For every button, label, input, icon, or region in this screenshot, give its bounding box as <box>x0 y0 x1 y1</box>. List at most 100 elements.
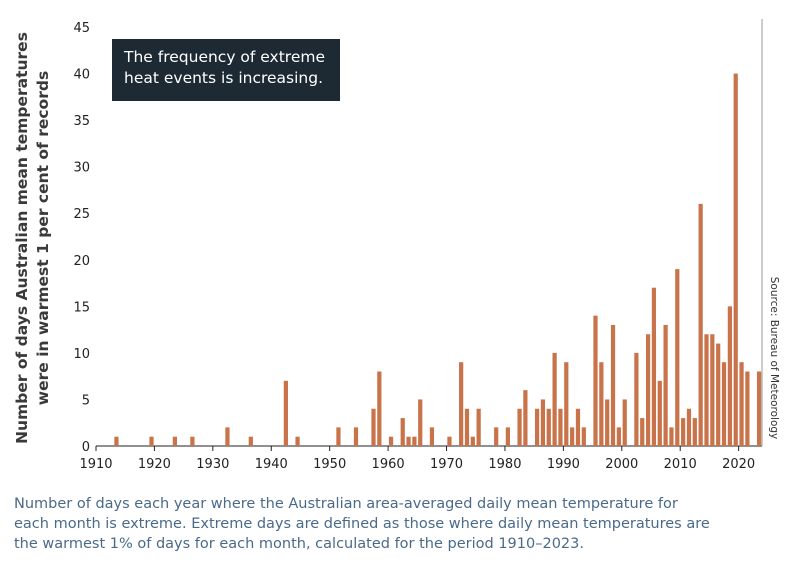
bar-1967 <box>429 427 435 446</box>
bar-1998 <box>610 324 616 446</box>
axes <box>96 19 763 447</box>
bar-2007 <box>663 324 668 446</box>
bar-2002 <box>634 352 639 446</box>
bar-1996 <box>599 362 604 446</box>
y-tick-label-35: 35 <box>73 114 90 129</box>
bar-2016 <box>716 343 721 446</box>
bar-1962 <box>400 418 405 446</box>
bar-2004 <box>645 334 651 446</box>
bar-2006 <box>657 380 662 446</box>
bar-2011 <box>686 408 692 446</box>
y-tick-label-15: 15 <box>73 300 90 315</box>
bar-2013 <box>698 203 703 446</box>
bar-1958 <box>377 371 382 446</box>
y-tick-label-5: 5 <box>82 393 90 408</box>
bar-1997 <box>605 399 610 446</box>
caption-line-1: Number of days each year where the Austr… <box>14 496 678 512</box>
bar-2018 <box>727 306 732 446</box>
bar-1942 <box>283 380 288 446</box>
bar-1963 <box>406 436 411 446</box>
y-axis-ticks: 0 5 10 15 20 25 30 35 40 45 <box>73 21 90 455</box>
bar-2019 <box>733 73 738 446</box>
y-tick-label-20: 20 <box>73 254 90 269</box>
bar-1954 <box>353 427 359 446</box>
bar-2023 <box>756 371 762 446</box>
bar-1988 <box>552 352 557 446</box>
bar-2017 <box>721 362 727 446</box>
y-tick-label-10: 10 <box>73 347 90 362</box>
callout-box: The frequency of extreme heat events is … <box>112 39 340 101</box>
x-tick-label-2000: 2000 <box>605 457 638 472</box>
bar-1932 <box>225 427 230 446</box>
bar-1964 <box>412 436 417 446</box>
bar-1989 <box>558 408 563 446</box>
bar-1986 <box>540 399 546 446</box>
y-tick-label-0: 0 <box>82 440 90 455</box>
bar-1978 <box>494 427 499 446</box>
bar-2020 <box>739 362 744 446</box>
bar-1992 <box>575 408 581 446</box>
bar-1974 <box>470 436 475 446</box>
bar-1975 <box>476 408 481 446</box>
x-tick-label-1950: 1950 <box>313 457 346 472</box>
bar-1972 <box>459 362 464 446</box>
bar-1993 <box>581 427 586 446</box>
y-tick-label-45: 45 <box>73 21 90 36</box>
bar-1980 <box>505 427 510 446</box>
callout-line-1: The frequency of extreme <box>124 48 326 66</box>
bar-1960 <box>388 436 394 446</box>
y-tick-label-25: 25 <box>73 207 90 222</box>
x-tick-label-2020: 2020 <box>722 457 755 472</box>
bar-2009 <box>675 269 680 446</box>
bar-1913 <box>114 436 119 446</box>
x-axis-ticks: 1910 1920 1930 1940 1950 1960 1970 1980 1990 2000… <box>79 446 755 472</box>
bar-2012 <box>692 418 697 446</box>
x-tick-label-2010: 2010 <box>664 457 697 472</box>
bar-1919 <box>149 436 154 446</box>
callout-line-2: heat events is increasing. <box>124 69 324 87</box>
x-tick-label-1970: 1970 <box>430 457 463 472</box>
bar-1957 <box>371 408 376 446</box>
bar-2005 <box>651 287 657 446</box>
x-tick-label-1910: 1910 <box>79 457 112 472</box>
bar-1999 <box>616 427 621 446</box>
bar-1982 <box>517 408 522 446</box>
bar-1990 <box>564 362 569 446</box>
bar-1970 <box>447 436 452 446</box>
bar-2014 <box>704 334 709 446</box>
bar-1991 <box>570 427 575 446</box>
bar-1983 <box>523 390 528 446</box>
y-axis-label-line1: Number of days Australian mean temperatu… <box>13 32 31 444</box>
x-tick-label-1960: 1960 <box>372 457 405 472</box>
bar-1985 <box>534 408 540 446</box>
figure-caption: Number of days each year where the Austr… <box>14 494 789 554</box>
bar-1944 <box>295 436 300 446</box>
caption-line-3: the warmest 1% of days for each month, c… <box>14 536 584 552</box>
bar-1987 <box>546 408 551 446</box>
bar-1973 <box>464 408 470 446</box>
x-tick-label-1920: 1920 <box>138 457 171 472</box>
bar-2010 <box>681 418 686 446</box>
bar-1951 <box>336 427 341 446</box>
x-tick-label-1980: 1980 <box>488 457 521 472</box>
bar-1926 <box>190 436 195 446</box>
bar-2021 <box>745 371 750 446</box>
source-note: Source: Bureau of Meteorology <box>768 277 780 439</box>
y-tick-label-30: 30 <box>73 161 90 176</box>
y-axis-label-line2: were in warmest 1 per cent of records <box>34 71 52 405</box>
bar-2003 <box>640 418 645 446</box>
bar-1965 <box>418 399 423 446</box>
x-tick-label-1940: 1940 <box>255 457 288 472</box>
bar-1923 <box>172 436 177 446</box>
bar-1995 <box>593 315 598 446</box>
x-tick-label-1990: 1990 <box>547 457 580 472</box>
bars <box>114 73 762 446</box>
bar-2008 <box>669 427 674 446</box>
y-tick-label-40: 40 <box>73 68 90 83</box>
bar-2000 <box>622 399 627 446</box>
caption-line-2: each month is extreme. Extreme days are … <box>14 516 710 532</box>
bar-2015 <box>710 334 715 446</box>
bar-1936 <box>248 436 253 446</box>
x-tick-label-1930: 1930 <box>196 457 229 472</box>
